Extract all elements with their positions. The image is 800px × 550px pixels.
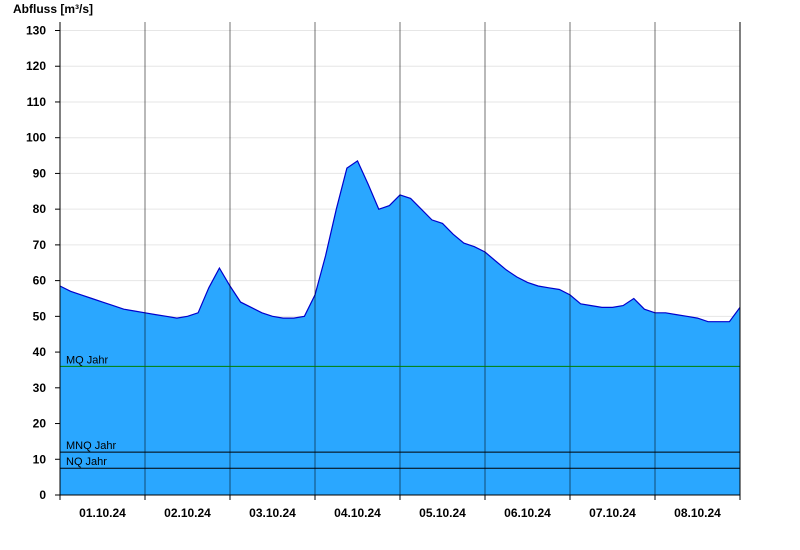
y-tick-label: 80 <box>33 202 47 216</box>
y-tick-label: 100 <box>26 131 46 145</box>
x-tick-label: 01.10.24 <box>79 506 126 520</box>
x-tick-label: 02.10.24 <box>164 506 211 520</box>
y-tick-label: 20 <box>33 417 47 431</box>
x-ticks: 01.10.24 02.10.24 03.10.24 04.10.24 05.10.24… <box>59 495 741 520</box>
y-tick-label: 50 <box>33 309 47 323</box>
y-tick-label: 110 <box>27 95 47 109</box>
x-tick-label: 07.10.24 <box>589 506 636 520</box>
x-tick-label: 03.10.24 <box>249 506 296 520</box>
reference-label: NQ Jahr <box>66 456 107 468</box>
x-tick-label: 08.10.24 <box>674 506 721 520</box>
reference-lines: MQ Jahr MNQ Jahr NQ Jahr <box>60 354 740 469</box>
x-tick-label: 06.10.24 <box>504 506 551 520</box>
reference-label: MNQ Jahr <box>66 440 116 452</box>
y-tick-label: 40 <box>33 345 47 359</box>
y-tick-label: 70 <box>33 238 47 252</box>
x-tick-label: 04.10.24 <box>334 506 381 520</box>
y-tick-label: 130 <box>26 24 46 38</box>
y-tick-label: 0 <box>39 488 46 502</box>
day-separators <box>144 22 656 495</box>
y-axis-title: Abfluss [m³/s] <box>13 2 93 16</box>
y-tick-label: 10 <box>33 452 47 466</box>
x-tick-label: 05.10.24 <box>419 506 466 520</box>
y-tick-label: 60 <box>33 274 47 288</box>
y-tick-label: 120 <box>26 59 46 73</box>
y-ticks: 0 10 20 30 40 50 60 70 80 90 100 110 120 130 <box>26 24 60 502</box>
y-tick-label: 30 <box>33 381 47 395</box>
reference-label: MQ Jahr <box>66 354 109 366</box>
y-tick-label: 90 <box>33 166 47 180</box>
